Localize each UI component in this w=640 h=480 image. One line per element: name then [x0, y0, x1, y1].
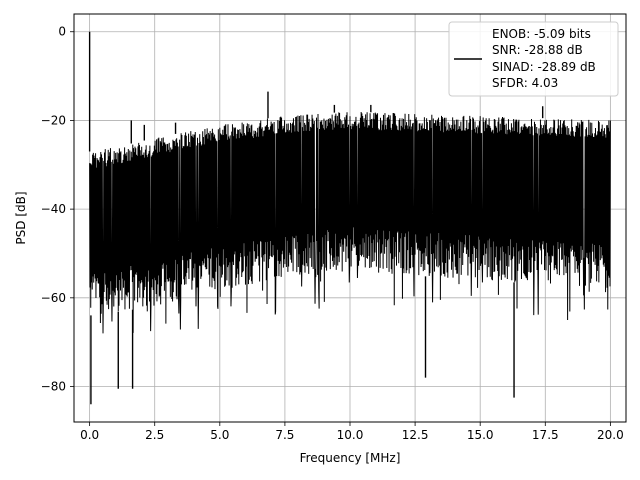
x-tick-label: 15.0 — [467, 428, 494, 442]
x-tick-label: 10.0 — [337, 428, 364, 442]
legend-entry-sinad: SINAD: -28.89 dB — [492, 60, 596, 74]
y-tick-label: 0 — [58, 25, 66, 39]
legend-entry-enob: ENOB: -5.09 bits — [492, 27, 591, 41]
x-tick-label: 7.5 — [275, 428, 294, 442]
x-tick-label: 12.5 — [402, 428, 429, 442]
x-tick-label: 0.0 — [80, 428, 99, 442]
psd-series — [88, 31, 611, 405]
y-tick-label: −60 — [41, 291, 66, 305]
y-tick-label: −80 — [41, 380, 66, 394]
y-tick-label: −40 — [41, 202, 66, 216]
x-tick-label: 17.5 — [532, 428, 559, 442]
legend-entry-snr: SNR: -28.88 dB — [492, 43, 583, 57]
legend-entry-sfdr: SFDR: 4.03 — [492, 76, 558, 90]
x-tick-label: 20.0 — [597, 428, 624, 442]
legend-box — [448, 21, 619, 97]
x-tick-label: 5.0 — [210, 428, 229, 442]
x-tick-label: 2.5 — [145, 428, 164, 442]
y-tick-label: −20 — [41, 113, 66, 127]
y-axis-label: PSD [dB] — [14, 191, 28, 244]
x-axis-label: Frequency [MHz] — [300, 451, 401, 465]
psd-trace — [89, 112, 611, 334]
legend: ENOB: -5.09 bits SNR: -28.88 dB SINAD: -… — [448, 21, 619, 97]
axis-ticks: 0.0 2.5 5.0 7.5 10.0 12.5 15.0 17.5 20.0 0 −20 −40 −… — [41, 25, 624, 442]
